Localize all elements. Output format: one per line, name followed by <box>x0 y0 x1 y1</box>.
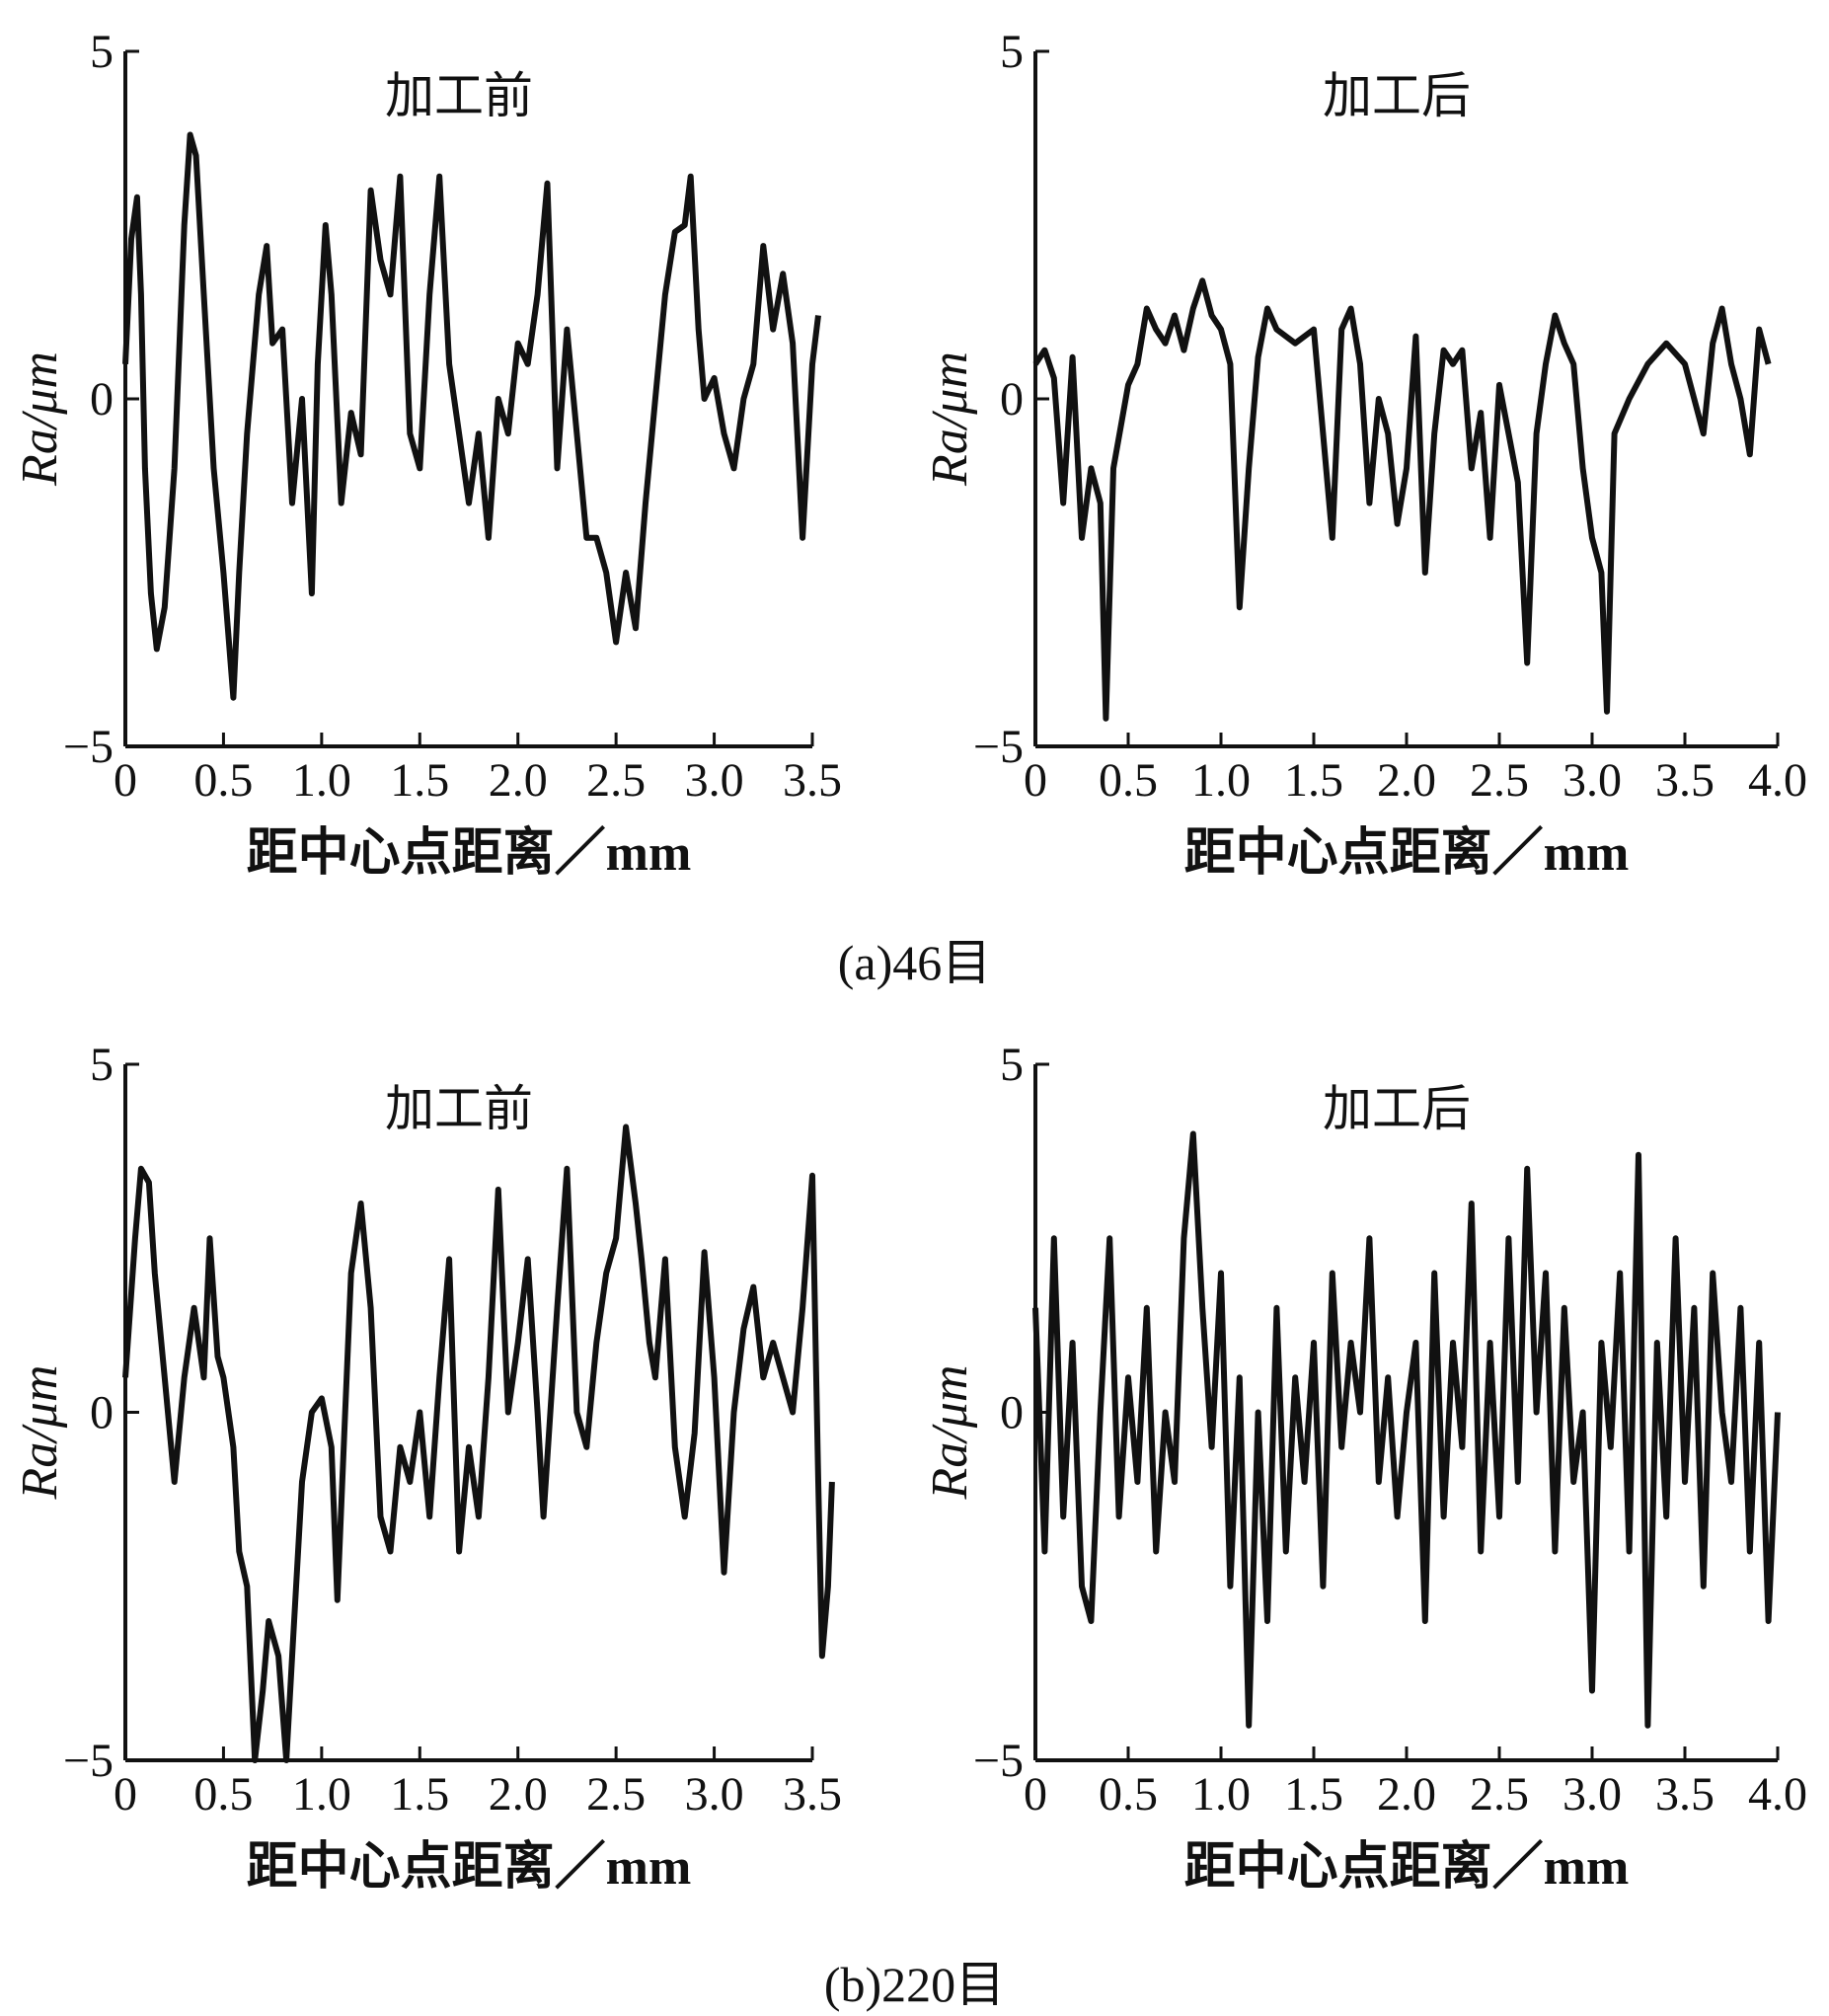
y-axis-label: Ra/μm <box>12 351 68 487</box>
x-tick-label: 2.0 <box>489 754 548 807</box>
x-tick-label: 3.0 <box>1562 754 1622 807</box>
y-axis-label: Ra/μm <box>12 1365 68 1501</box>
x-tick-label: 0 <box>114 754 137 807</box>
caption-a: (a)46目 <box>837 935 992 990</box>
chart-title: 加工前 <box>385 68 533 123</box>
x-tick-label: 1.0 <box>292 1768 351 1821</box>
chart-title: 加工后 <box>1323 68 1471 123</box>
y-tick-label: 0 <box>1000 1387 1024 1439</box>
chart-title: 加工后 <box>1323 1081 1471 1136</box>
x-tick-label: 4.0 <box>1748 754 1807 807</box>
x-tick-label: 2.0 <box>1377 754 1436 807</box>
x-tick-label: 0 <box>1024 754 1047 807</box>
x-tick-label: 1.5 <box>390 754 449 807</box>
y-tick-label: −5 <box>63 721 114 773</box>
y-tick-label: 5 <box>90 1039 114 1091</box>
x-axis-label: 距中心点距离／mm <box>1184 824 1630 882</box>
x-tick-label: 2.0 <box>489 1768 548 1821</box>
x-tick-label: 1.0 <box>1191 754 1251 807</box>
y-axis-label: Ra/μm <box>922 351 978 487</box>
series-line <box>122 131 821 701</box>
x-tick-label: 4.0 <box>1748 1768 1807 1821</box>
x-axis-label: 距中心点距离／mm <box>1184 1838 1630 1896</box>
x-tick-label: 0 <box>1024 1768 1047 1821</box>
y-tick-label: −5 <box>973 1735 1024 1787</box>
y-axis-label: Ra/μm <box>922 1365 978 1501</box>
x-tick-label: 2.5 <box>586 754 646 807</box>
x-tick-label: 3.5 <box>783 1768 842 1821</box>
y-tick-label: 5 <box>1000 26 1024 78</box>
x-axis-label: 距中心点距离／mm <box>247 824 692 882</box>
x-tick-label: 2.0 <box>1377 1768 1436 1821</box>
x-tick-label: 1.0 <box>292 754 351 807</box>
x-tick-label: 0 <box>114 1768 137 1821</box>
x-tick-label: 2.5 <box>586 1768 646 1821</box>
x-tick-label: 2.5 <box>1470 754 1529 807</box>
y-tick-label: 0 <box>1000 373 1024 426</box>
x-tick-label: 3.0 <box>1562 1768 1622 1821</box>
y-tick-label: 5 <box>1000 1039 1024 1091</box>
x-tick-label: 3.0 <box>685 1768 744 1821</box>
x-tick-label: 3.0 <box>685 754 744 807</box>
y-tick-label: 0 <box>90 373 114 426</box>
series-line <box>1032 277 1772 722</box>
series-line <box>122 1124 835 1763</box>
x-tick-label: 0.5 <box>193 754 253 807</box>
x-tick-label: 3.5 <box>1655 754 1715 807</box>
x-tick-label: 1.5 <box>390 1768 449 1821</box>
x-tick-label: 3.5 <box>783 754 842 807</box>
x-tick-label: 1.0 <box>1191 1768 1251 1821</box>
chart-title: 加工前 <box>385 1081 533 1136</box>
x-tick-label: 1.5 <box>1284 1768 1343 1821</box>
x-tick-label: 0.5 <box>1099 754 1158 807</box>
x-tick-label: 2.5 <box>1470 1768 1529 1821</box>
x-tick-label: 0.5 <box>1099 1768 1158 1821</box>
y-tick-label: −5 <box>973 721 1024 773</box>
y-tick-label: −5 <box>63 1735 114 1787</box>
series-line <box>1032 1130 1781 1729</box>
x-axis-label: 距中心点距离／mm <box>247 1838 692 1896</box>
x-tick-label: 3.5 <box>1655 1768 1715 1821</box>
y-tick-label: 5 <box>90 26 114 78</box>
x-tick-label: 1.5 <box>1284 754 1343 807</box>
y-tick-label: 0 <box>90 1387 114 1439</box>
caption-b: (b)220目 <box>823 1957 1006 2012</box>
x-tick-label: 0.5 <box>193 1768 253 1821</box>
